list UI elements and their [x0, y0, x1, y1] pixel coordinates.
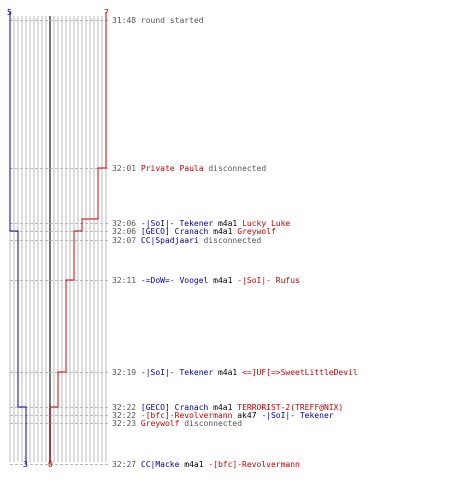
- event-text: m4a1: [213, 219, 243, 228]
- event-row: 32:22 [GECO] Cranach m4a1 TERRORIST-2(TR…: [112, 403, 343, 412]
- red-player-name: -|SoI|- Rufus: [237, 276, 300, 285]
- blue-player-name: -|SoI|- Tekener: [140, 368, 214, 377]
- grid-lines: [9, 16, 107, 462]
- event-row: 32:06 -|SoI|- Tekener m4a1 Lucky Luke: [112, 219, 290, 228]
- event-row: 32:11 -=DoW=- Voogel m4a1 -|SoI|- Rufus: [112, 276, 300, 285]
- event-row: 31:48 round started: [112, 16, 204, 25]
- red-player-name: -[bfc]-Revolvermann: [208, 460, 300, 469]
- event-row: 32:07 CC|Spadjaari disconnected: [112, 236, 261, 245]
- blue-player-name: [GECO] Cranach: [140, 227, 209, 236]
- event-text: ak47: [232, 411, 262, 420]
- event-text: m4a1: [179, 460, 209, 469]
- event-text: m4a1: [213, 368, 243, 377]
- event-text: m4a1: [208, 403, 238, 412]
- red-team-line: [49, 12, 107, 464]
- event-time: 32:27: [112, 460, 141, 469]
- event-dashed-lines: [10, 20, 110, 465]
- event-time: 32:23: [112, 419, 141, 428]
- blue-player-name: -|SoI|- Tekener: [261, 411, 334, 420]
- event-row: 32:23 Greywolf disconnected: [112, 419, 242, 428]
- event-row: 32:01 Private Paula disconnected: [112, 164, 266, 173]
- event-text: disconnected: [203, 164, 267, 173]
- event-row: 32:19 -|SoI|- Tekener m4a1 <=]UF[=>Sweet…: [112, 368, 358, 377]
- blue-player-name: [GECO] Cranach: [140, 403, 209, 412]
- event-text: m4a1: [208, 227, 238, 236]
- red-player-name: Lucky Luke: [242, 219, 291, 228]
- event-time: 32:11: [112, 276, 141, 285]
- red-end-count: 0: [48, 460, 53, 469]
- blue-start-count: 5: [7, 8, 12, 17]
- red-start-count: 7: [104, 8, 109, 17]
- red-player-name: -[bfc]-Revolvermann: [140, 411, 233, 420]
- event-time: 32:19: [112, 368, 141, 377]
- red-player-name: Greywolf: [140, 419, 180, 428]
- event-text: round started: [140, 16, 204, 25]
- event-row: 32:22 -[bfc]-Revolvermann ak47 -|SoI|- T…: [112, 411, 334, 420]
- event-text: disconnected: [179, 419, 243, 428]
- event-time: 32:22: [112, 403, 141, 412]
- blue-player-name: -|SoI|- Tekener: [140, 219, 214, 228]
- event-time: 32:01: [112, 164, 141, 173]
- event-text: disconnected: [198, 236, 262, 245]
- blue-end-count: 3: [23, 460, 28, 469]
- event-row: 32:06 [GECO] Cranach m4a1 Greywolf: [112, 227, 276, 236]
- event-row: 32:27 CC|Macke m4a1 -[bfc]-Revolvermann: [112, 460, 300, 469]
- red-player-name: Greywolf: [237, 227, 276, 236]
- event-time: 32:07: [112, 236, 141, 245]
- blue-player-name: CC|Spadjaari: [140, 236, 199, 245]
- red-player-name: TERRORIST-2(TREFF@NIX): [237, 403, 344, 412]
- event-time: 32:22: [112, 411, 141, 420]
- red-player-name: Private Paula: [140, 164, 204, 173]
- blue-player-name: -=DoW=- Voogel: [140, 276, 209, 285]
- event-text: m4a1: [208, 276, 238, 285]
- blue-team-line: [9, 12, 27, 464]
- blue-player-name: CC|Macke: [140, 460, 180, 469]
- event-time: 31:48: [112, 16, 141, 25]
- event-time: 32:06: [112, 219, 141, 228]
- event-time: 32:06: [112, 227, 141, 236]
- red-player-name: <=]UF[=>SweetLittleDevil: [242, 368, 358, 377]
